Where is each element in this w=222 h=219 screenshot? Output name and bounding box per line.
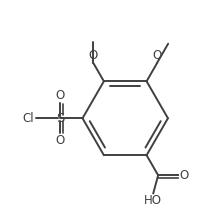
Text: O: O	[89, 49, 98, 62]
Text: S: S	[56, 112, 65, 125]
Text: O: O	[179, 169, 189, 182]
Text: O: O	[56, 134, 65, 147]
Text: HO: HO	[144, 194, 162, 207]
Text: O: O	[56, 90, 65, 102]
Text: Cl: Cl	[23, 112, 34, 125]
Text: O: O	[153, 49, 162, 62]
